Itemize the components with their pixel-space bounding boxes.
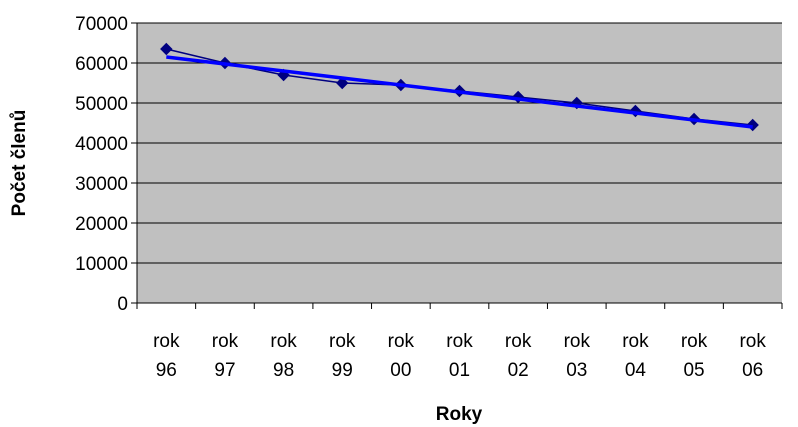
gridlines bbox=[137, 22, 782, 264]
data-point bbox=[160, 42, 173, 56]
axes bbox=[131, 22, 783, 309]
plot-area bbox=[137, 23, 782, 303]
y-tick-label: 30000 bbox=[75, 174, 128, 195]
y-tick-label: 0 bbox=[117, 294, 128, 315]
trendline-group bbox=[166, 55, 753, 129]
x-tick-label: rok 06 bbox=[739, 331, 766, 381]
x-tick-label: rok 98 bbox=[270, 331, 297, 381]
y-axis-title: Počet členů bbox=[9, 110, 30, 217]
x-tick-label: rok 02 bbox=[505, 331, 532, 381]
y-tick-label: 20000 bbox=[75, 214, 128, 235]
y-tick-label: 10000 bbox=[75, 254, 128, 275]
y-tick-label: 50000 bbox=[75, 94, 128, 115]
trendline bbox=[166, 55, 753, 129]
data-point bbox=[336, 76, 349, 90]
x-tick-label: rok 04 bbox=[622, 331, 649, 381]
x-tick-label: rok 00 bbox=[388, 331, 415, 381]
x-axis-title: Roky bbox=[436, 404, 483, 425]
x-tick-label: rok 01 bbox=[446, 331, 473, 381]
y-tick-label: 70000 bbox=[75, 14, 128, 35]
y-tick-label: 40000 bbox=[75, 134, 128, 155]
x-tick-label: rok 05 bbox=[681, 331, 708, 381]
x-tick-label: rok 96 bbox=[153, 331, 180, 381]
y-tick-label: 60000 bbox=[75, 54, 128, 75]
x-tick-label: rok 97 bbox=[212, 331, 239, 381]
y-tick-labels: 0 10000 20000 30000 40000 50000 60000 70000 bbox=[75, 14, 128, 315]
x-tick-label: rok 03 bbox=[564, 331, 591, 381]
x-tick-label: rok 99 bbox=[329, 331, 356, 381]
x-tick-labels: rok 96 rok 97 rok 98 rok 99 rok 00 rok 01 rok 02 rok 03… bbox=[153, 331, 766, 381]
